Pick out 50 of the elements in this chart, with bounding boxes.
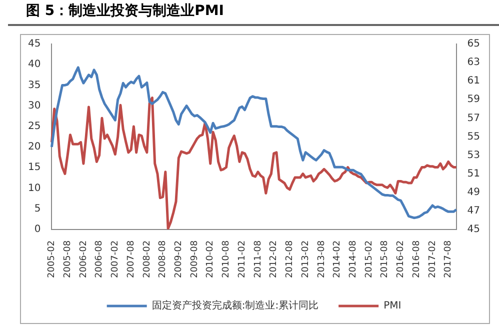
y-tick-label: 25 (28, 120, 41, 132)
y-tick-label: 10 (28, 182, 41, 194)
x-tick-label: 2005-02 (47, 240, 58, 278)
chart-title: 图 5：制造业投资与制造业PMI (8, 0, 499, 26)
y2-tick-label: 57 (467, 112, 480, 124)
x-tick-label: 2016-02 (396, 240, 406, 278)
y2-tick-label: 49 (467, 186, 480, 198)
y2-tick-label: 47 (467, 205, 480, 216)
x-tick-label: 2017-08 (444, 240, 454, 278)
y-tick-label: 15 (28, 162, 41, 174)
y-tick-label: 0 (34, 224, 41, 235)
x-tick-label: 2008-08 (158, 240, 168, 278)
x-tick-label: 2010-02 (206, 240, 216, 278)
x-tick-label: 2015-08 (380, 240, 390, 278)
legend-label: 固定资产投资完成额:制造业:累计同比 (152, 300, 319, 312)
y2-tick-label: 45 (467, 224, 480, 235)
x-tick-label: 2006-02 (78, 240, 89, 278)
x-tick-label: 2007-08 (126, 240, 136, 278)
y2-tick-label: 55 (467, 131, 480, 142)
x-tick-label: 2016-08 (412, 240, 422, 278)
x-tick-label: 2007-02 (110, 240, 121, 278)
x-tick-label: 2015-02 (364, 240, 374, 278)
x-tick-label: 2006-08 (94, 240, 105, 278)
x-tick-label: 2011-08 (253, 240, 264, 278)
x-tick-label: 2005-08 (62, 240, 73, 278)
y2-tick-label: 51 (467, 168, 480, 180)
y-tick-label: 20 (28, 142, 41, 153)
x-tick-label: 2011-02 (237, 240, 248, 278)
x-tick-label: 2013-02 (300, 240, 311, 278)
y2-tick-label: 63 (467, 57, 480, 68)
y-tick-label: 30 (28, 100, 41, 112)
x-tick-label: 2009-08 (190, 240, 200, 278)
x-tick-label: 2012-08 (285, 240, 296, 278)
y-tick-label: 5 (34, 203, 41, 214)
x-tick-label: 2017-02 (428, 240, 438, 278)
x-tick-label: 2013-08 (316, 240, 327, 278)
y-tick-label: 45 (28, 38, 41, 50)
y-tick-label: 40 (28, 59, 41, 70)
y2-tick-label: 61 (467, 76, 480, 87)
y2-tick-label: 53 (467, 150, 480, 161)
x-tick-label: 2009-02 (174, 240, 184, 278)
y2-tick-label: 65 (467, 38, 480, 50)
x-tick-label: 2014-08 (348, 240, 358, 278)
legend-label: PMI (384, 300, 402, 312)
x-tick-label: 2010-08 (222, 240, 232, 278)
x-tick-label: 2008-02 (142, 240, 152, 278)
y2-tick-label: 59 (467, 94, 480, 106)
y-tick-label: 35 (28, 80, 41, 91)
x-tick-label: 2012-02 (269, 240, 280, 278)
x-tick-label: 2014-02 (332, 240, 343, 278)
